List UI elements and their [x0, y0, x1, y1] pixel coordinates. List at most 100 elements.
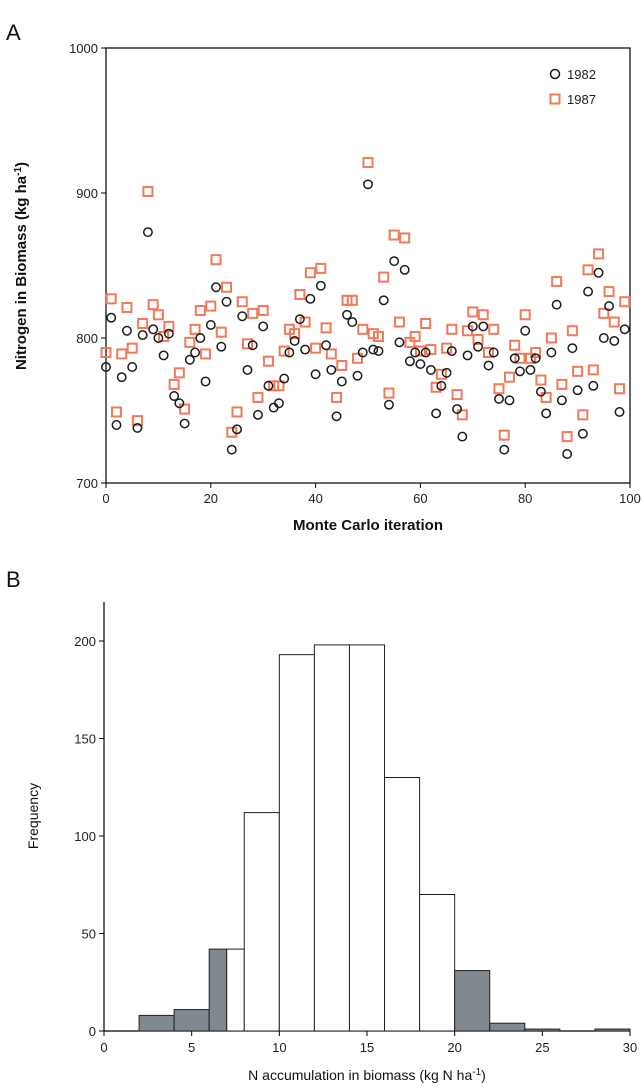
point-1987 [493, 383, 505, 395]
point-1987 [105, 293, 117, 305]
point-1982 [142, 227, 153, 238]
point-1987 [619, 296, 631, 308]
point-1987 [137, 318, 149, 329]
point-1987 [194, 304, 206, 316]
point-1987 [509, 339, 521, 351]
plot-a-y-tick-label: 900 [76, 186, 98, 201]
point-1987 [451, 389, 463, 401]
point-1982 [357, 347, 368, 358]
point-1987 [582, 264, 594, 276]
point-1987 [446, 323, 458, 335]
point-1987 [247, 307, 259, 319]
point-1987 [262, 355, 274, 367]
point-1987 [252, 391, 264, 403]
point-1987 [456, 409, 468, 421]
point-1987 [215, 326, 227, 338]
point-1987 [472, 333, 484, 345]
point-1982 [462, 350, 473, 361]
point-1982 [541, 408, 552, 419]
point-1982 [363, 179, 373, 190]
histogram-bar-shaded [138, 1014, 175, 1032]
point-1982 [122, 325, 132, 336]
point-1982 [562, 449, 573, 459]
point-1987 [325, 348, 337, 360]
point-1982 [535, 386, 546, 397]
point-1987 [362, 157, 374, 169]
point-1982 [404, 356, 415, 367]
point-1982 [116, 372, 127, 383]
point-1982 [520, 325, 531, 336]
point-1982 [294, 314, 305, 325]
point-1982 [174, 398, 185, 409]
point-1987 [414, 345, 426, 357]
panel-a-scatter: 700 800 900 1000 0 20 40 60 80 100 Monte Carlo i… [13, 41, 641, 534]
point-1982 [546, 347, 557, 358]
histogram-bar [419, 894, 456, 1032]
point-1982 [515, 366, 525, 377]
point-1987 [231, 406, 243, 418]
point-1987 [310, 342, 322, 354]
point-1982 [509, 353, 520, 364]
point-1987 [551, 275, 563, 287]
point-1982 [342, 309, 352, 320]
point-1982 [273, 398, 284, 409]
point-1982 [148, 324, 159, 335]
point-1982 [153, 333, 164, 343]
point-1982 [504, 395, 515, 406]
point-1982 [195, 333, 206, 343]
point-1982 [263, 380, 274, 391]
point-1987 [378, 271, 390, 283]
point-1987 [226, 426, 238, 438]
point-1982 [583, 286, 594, 297]
point-1987 [205, 300, 217, 312]
point-1987 [304, 267, 316, 279]
point-1982 [321, 340, 332, 351]
legend-1987-marker [549, 93, 561, 105]
point-1987 [603, 286, 615, 298]
point-1982 [216, 341, 227, 352]
point-1982 [619, 324, 630, 335]
point-1987 [320, 322, 332, 334]
histogram-bar-shaded [208, 948, 228, 1032]
point-1987 [184, 336, 196, 348]
histogram-bar-shaded [594, 1028, 631, 1032]
point-1987 [399, 232, 411, 244]
point-1982 [331, 411, 342, 422]
point-1982 [441, 367, 452, 378]
plot-a-frame [105, 47, 631, 484]
point-1982 [336, 376, 347, 387]
plot-b-y-axis-title: Frequency [25, 783, 41, 849]
point-1982 [399, 264, 410, 275]
point-1982 [169, 391, 180, 401]
point-1987 [425, 344, 437, 356]
point-1987 [535, 374, 547, 386]
point-1987 [503, 371, 515, 383]
point-1987 [189, 323, 201, 335]
point-1982 [326, 364, 337, 375]
legend-1982-marker [549, 68, 561, 80]
point-1987 [598, 307, 610, 319]
point-1987 [315, 262, 327, 274]
plot-b-y-tick-label: 150 [74, 732, 96, 747]
point-1982 [467, 321, 478, 332]
point-1987 [614, 383, 626, 395]
point-1982 [226, 444, 237, 455]
point-1982 [473, 341, 483, 352]
point-1982 [300, 344, 311, 355]
point-1982 [431, 408, 442, 419]
point-1982 [457, 431, 468, 442]
legend-1987-label: 1987 [567, 92, 596, 107]
point-1982 [588, 380, 599, 391]
point-1982 [609, 335, 620, 346]
plot-a-x-tick-label: 60 [413, 491, 427, 506]
point-1982 [242, 364, 253, 375]
point-1987 [331, 391, 343, 403]
point-1987 [110, 406, 122, 418]
point-1982 [315, 280, 326, 291]
point-1987 [430, 381, 442, 393]
point-1982 [237, 311, 248, 322]
point-1982 [525, 364, 536, 375]
plot-b-y-tick-label: 200 [74, 634, 96, 649]
point-1982 [604, 301, 614, 312]
histogram-bar-shaded [454, 970, 491, 1032]
